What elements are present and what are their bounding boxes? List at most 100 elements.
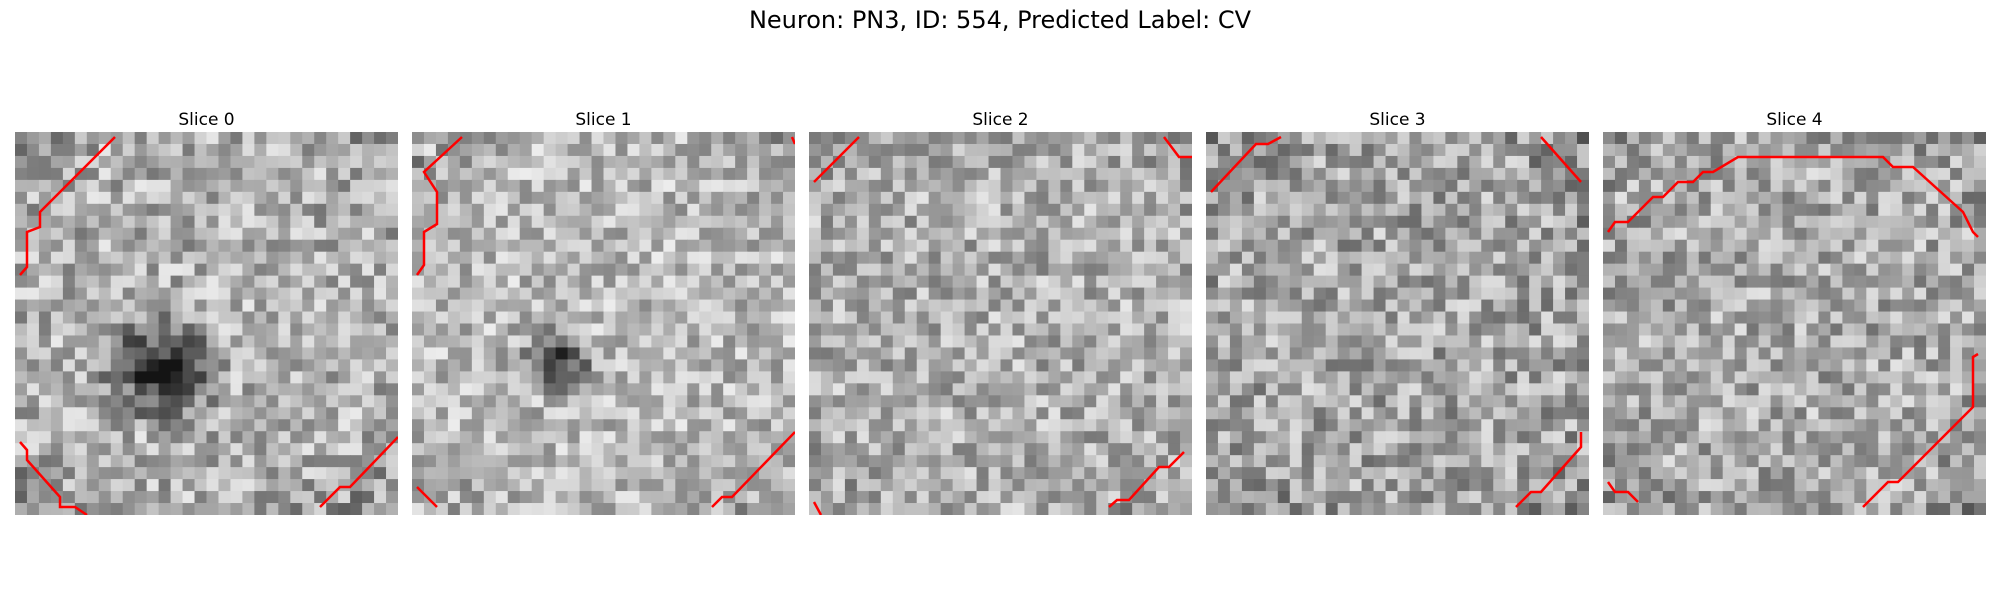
pixel (1048, 287, 1061, 301)
pixel (1794, 419, 1807, 432)
pixel (567, 275, 581, 289)
pixel (134, 455, 148, 468)
pixel (904, 263, 918, 277)
pixel (254, 383, 267, 396)
pixel (1036, 251, 1049, 265)
pixel (1818, 443, 1831, 456)
pixel (1036, 347, 1049, 360)
pixel (651, 215, 664, 229)
pixel (1830, 167, 1843, 181)
pixel (1674, 443, 1688, 456)
pixel (892, 143, 906, 157)
pixel (1698, 132, 1712, 145)
pixel (711, 419, 724, 432)
pixel (1120, 395, 1133, 408)
pixel (1012, 239, 1025, 253)
pixel (1650, 455, 1664, 468)
pixel (1806, 215, 1819, 229)
pixel (1445, 347, 1458, 360)
pixel (1505, 467, 1518, 480)
pixel (483, 407, 497, 420)
pixel (1385, 479, 1398, 492)
pixel (1830, 395, 1843, 408)
pixel (1505, 155, 1518, 169)
pixel (1469, 155, 1482, 169)
pixel (1746, 299, 1760, 313)
pixel (15, 335, 28, 348)
pixel (1493, 383, 1506, 396)
pixel (1842, 251, 1855, 265)
pixel (1794, 395, 1807, 408)
pixel (543, 359, 557, 372)
pixel (809, 347, 822, 360)
pixel (1168, 431, 1181, 444)
pixel (1842, 263, 1855, 277)
pixel (1505, 323, 1518, 336)
pixel (1529, 227, 1542, 241)
pixel (591, 155, 604, 169)
pixel (1132, 203, 1145, 217)
pixel (1626, 167, 1640, 181)
pixel (892, 467, 906, 480)
pixel (1373, 155, 1387, 169)
pixel (591, 491, 604, 504)
pixel (1674, 275, 1688, 289)
pixel (639, 167, 652, 181)
pixel (447, 467, 461, 480)
pixel (1144, 395, 1157, 408)
pixel (1974, 419, 1986, 432)
pixel (735, 479, 748, 492)
pixel (615, 467, 628, 480)
pixel (1048, 479, 1061, 492)
pixel (362, 455, 375, 468)
pixel (230, 455, 243, 468)
pixel (1517, 395, 1530, 408)
pixel (134, 467, 148, 480)
pixel (615, 359, 628, 372)
pixel (1505, 143, 1518, 157)
pixel (122, 455, 136, 468)
pixel (86, 443, 100, 456)
pixel (687, 287, 700, 301)
pixel (314, 191, 327, 205)
pixel (1373, 491, 1387, 504)
pixel (1794, 227, 1807, 241)
pixel (1373, 215, 1387, 229)
pixel (182, 503, 196, 515)
pixel (110, 491, 124, 504)
pixel (976, 167, 990, 181)
pixel (663, 263, 676, 277)
pixel (904, 275, 918, 289)
pixel (1577, 503, 1589, 515)
pixel (1445, 155, 1458, 169)
pixel (771, 179, 784, 193)
pixel (687, 491, 700, 504)
pixel (820, 275, 834, 289)
pixel (976, 323, 990, 336)
pixel (904, 299, 918, 313)
pixel (531, 263, 545, 277)
pixel (1421, 275, 1434, 289)
pixel (543, 383, 557, 396)
pixel (74, 191, 88, 205)
pixel (1301, 311, 1315, 324)
pixel (1421, 383, 1434, 396)
pixel (1926, 335, 1939, 348)
pixel (952, 359, 966, 372)
pixel (1036, 155, 1049, 169)
pixel (892, 323, 906, 336)
pixel (892, 311, 906, 324)
pixel (170, 167, 184, 181)
pixel (1397, 191, 1410, 205)
pixel (1493, 132, 1506, 145)
pixel (1217, 251, 1231, 265)
pixel (1626, 359, 1640, 372)
pixel (412, 419, 425, 432)
pixel (1794, 251, 1807, 265)
pixel (1277, 155, 1291, 169)
pixel (1541, 179, 1554, 193)
pixel (98, 311, 112, 324)
pixel (1096, 467, 1109, 480)
pixel (1229, 275, 1243, 289)
pixel (1108, 455, 1121, 468)
